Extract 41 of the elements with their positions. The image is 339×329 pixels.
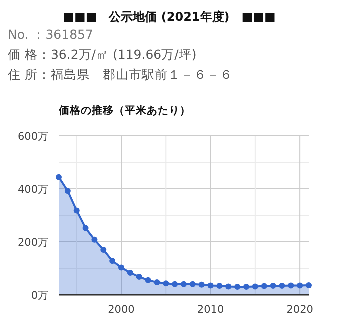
point <box>100 246 107 253</box>
point <box>110 258 116 264</box>
text: 価 格：36.2万/㎡ (119.66万/坪) <box>8 47 197 62</box>
x-tick-label: 2010 <box>197 304 224 316</box>
point <box>297 282 304 289</box>
point <box>288 282 294 289</box>
point <box>118 264 124 271</box>
text: No. ：361857 <box>8 27 94 42</box>
text: 住 所：福島県 郡山市駅前１－６－６ <box>7 67 233 82</box>
point <box>244 284 250 290</box>
chart-subtitle: 価格の推移（平米あたり） <box>58 104 191 117</box>
point <box>216 282 223 289</box>
y-tick-label: 400万 <box>18 184 49 196</box>
point <box>306 282 312 288</box>
point <box>82 225 89 232</box>
point <box>226 284 232 290</box>
point <box>127 270 134 276</box>
point <box>198 282 205 288</box>
point <box>136 274 142 280</box>
point <box>279 282 286 289</box>
x-tick-label: 2020 <box>286 304 314 316</box>
point <box>172 281 178 288</box>
point <box>163 280 170 287</box>
point <box>64 188 71 194</box>
point <box>74 208 80 214</box>
point <box>252 284 258 290</box>
y-tick-label: 600万 <box>18 131 49 143</box>
point <box>234 284 241 290</box>
chart-title: ■■■ 公示地価 (2021年度) ■■■ <box>63 10 276 24</box>
point <box>181 281 187 288</box>
point <box>92 236 98 243</box>
point <box>270 282 276 289</box>
point <box>154 280 160 286</box>
point <box>56 174 62 180</box>
point <box>145 277 152 284</box>
point <box>261 283 268 290</box>
y-tick-label: 200万 <box>18 237 49 249</box>
x-tick-label: 2000 <box>108 304 135 316</box>
y-tick-label: 0万 <box>31 290 49 302</box>
point <box>190 281 196 288</box>
point <box>208 282 214 289</box>
